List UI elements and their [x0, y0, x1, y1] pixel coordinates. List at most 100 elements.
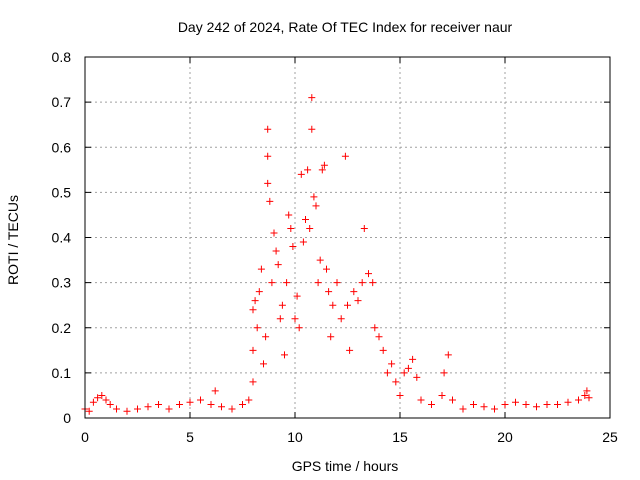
- data-point: [94, 394, 102, 402]
- data-point: [295, 324, 303, 332]
- y-tick-label: 0.5: [52, 184, 72, 200]
- data-point: [585, 394, 593, 402]
- data-point: [440, 369, 448, 377]
- data-point: [400, 369, 408, 377]
- data-point: [270, 229, 278, 237]
- data-point: [276, 315, 284, 323]
- chart-title: Day 242 of 2024, Rate Of TEC Index for r…: [178, 19, 513, 35]
- data-point: [207, 400, 215, 408]
- data-point: [257, 265, 265, 273]
- data-point: [383, 369, 391, 377]
- data-point: [211, 387, 219, 395]
- y-tick-labels: 0 0.1 0.2 0.3 0.4 0.5 0.6 0.7 0.8: [52, 49, 72, 426]
- data-point: [379, 346, 387, 354]
- data-point: [85, 407, 93, 415]
- data-point: [341, 152, 349, 160]
- data-point: [396, 391, 404, 399]
- data-point: [365, 270, 372, 278]
- x-tick-label: 15: [392, 429, 408, 445]
- data-point: [302, 215, 309, 223]
- data-point: [320, 161, 328, 169]
- data-point: [106, 400, 114, 408]
- data-point: [262, 333, 270, 341]
- y-tick-label: 0.1: [52, 365, 72, 381]
- data-point: [239, 400, 246, 408]
- data-point: [274, 261, 282, 269]
- data-point: [264, 152, 272, 160]
- x-tick-label: 0: [81, 429, 89, 445]
- data-point: [228, 405, 236, 413]
- data-point: [543, 400, 551, 408]
- data-point: [354, 297, 362, 305]
- x-tick-label: 5: [186, 429, 194, 445]
- grid-lines: [85, 57, 610, 418]
- data-point: [283, 279, 291, 287]
- data-point: [144, 403, 152, 411]
- x-axis-label: GPS time / hours: [292, 458, 399, 474]
- data-point: [404, 364, 412, 372]
- data-point: [245, 396, 253, 404]
- data-point: [417, 396, 425, 404]
- data-point: [346, 346, 354, 354]
- data-point: [308, 94, 316, 102]
- data-point: [297, 170, 305, 178]
- data-point: [323, 265, 330, 273]
- axis-ticks: [84, 56, 611, 419]
- x-tick-labels: 0 5 10 15 20 25: [81, 429, 618, 445]
- data-point: [325, 288, 333, 296]
- data-point: [304, 166, 312, 174]
- data-point: [218, 403, 225, 411]
- y-tick-label: 0.7: [52, 94, 72, 110]
- data-point: [312, 202, 320, 210]
- data-point: [428, 400, 435, 408]
- data-point: [522, 400, 530, 408]
- data-point: [554, 400, 561, 408]
- data-point: [350, 288, 358, 296]
- data-point: [533, 403, 540, 411]
- data-point: [333, 279, 341, 287]
- data-point: [251, 297, 259, 305]
- y-tick-label: 0.3: [52, 275, 72, 291]
- data-point: [575, 396, 582, 404]
- y-tick-label: 0.8: [52, 49, 72, 65]
- x-tick-label: 10: [287, 429, 303, 445]
- data-point: [186, 398, 194, 406]
- data-point: [165, 405, 173, 413]
- data-point: [316, 256, 324, 264]
- data-point: [123, 407, 131, 415]
- data-point: [291, 315, 299, 323]
- data-point: [287, 224, 295, 232]
- data-point: [278, 301, 286, 309]
- data-point: [289, 243, 297, 251]
- data-point: [409, 355, 417, 363]
- data-point: [329, 301, 337, 309]
- data-point: [444, 351, 452, 359]
- data-point: [306, 224, 314, 232]
- data-point: [360, 224, 368, 232]
- data-point: [512, 398, 519, 406]
- data-point: [583, 387, 591, 395]
- data-point: [98, 391, 106, 399]
- data-point: [249, 378, 257, 386]
- data-point: [491, 405, 498, 413]
- data-point: [392, 378, 400, 386]
- data-point: [413, 373, 421, 381]
- data-point: [299, 238, 307, 246]
- data-point: [134, 405, 141, 413]
- y-tick-label: 0: [63, 410, 71, 426]
- data-point: [581, 391, 589, 399]
- data-point: [293, 292, 301, 300]
- data-point: [358, 279, 366, 287]
- data-point: [369, 279, 377, 287]
- data-point: [285, 211, 293, 219]
- x-tick-label: 25: [602, 429, 618, 445]
- data-point: [327, 333, 335, 341]
- data-point: [310, 193, 318, 201]
- data-point: [388, 360, 396, 368]
- data-point: [155, 400, 162, 408]
- data-point: [281, 351, 288, 359]
- y-tick-label: 0.6: [52, 139, 72, 155]
- data-point: [102, 396, 110, 404]
- data-point: [371, 324, 379, 332]
- data-point: [113, 405, 120, 413]
